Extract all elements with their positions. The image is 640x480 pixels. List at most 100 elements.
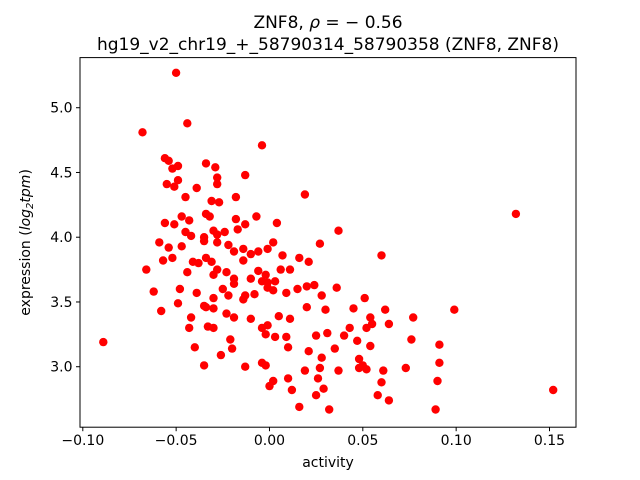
data-point: [366, 341, 375, 351]
data-point: [319, 384, 328, 393]
data-point: [321, 305, 330, 314]
plot-title: ZNF8, ρ = − 0.56: [253, 13, 402, 33]
data-point: [226, 335, 235, 344]
data-point: [334, 226, 343, 235]
x-axis-label: activity: [302, 455, 354, 471]
data-point: [315, 239, 325, 248]
data-point: [330, 344, 339, 353]
data-point: [409, 313, 418, 322]
data-point: [213, 179, 222, 189]
data-point: [300, 190, 310, 199]
data-point: [433, 376, 442, 386]
data-point: [241, 220, 250, 229]
x-tick-label: 0.05: [347, 433, 378, 449]
y-tick-label: 4.5: [50, 165, 72, 181]
data-point: [282, 332, 291, 342]
data-point: [185, 323, 194, 333]
x-tick-label: −0.10: [61, 433, 104, 449]
data-point: [317, 291, 326, 300]
data-point: [310, 280, 319, 290]
data-point: [252, 212, 261, 221]
data-point: [241, 362, 250, 371]
data-point: [263, 244, 272, 254]
data-point: [177, 212, 186, 221]
data-point: [276, 265, 285, 274]
data-point: [186, 231, 196, 241]
plot-title-rho-value: = − 0.56: [320, 13, 403, 33]
y-axis-label-word: tpm: [18, 175, 34, 203]
data-point: [317, 353, 326, 362]
data-point: [450, 305, 459, 314]
data-point: [295, 402, 304, 412]
data-point: [362, 365, 371, 374]
data-point: [214, 198, 224, 207]
data-point: [157, 306, 166, 316]
data-point: [278, 251, 287, 260]
data-point: [366, 313, 375, 322]
y-axis-label-log: log: [18, 209, 34, 230]
data-point: [313, 374, 323, 383]
data-point: [360, 293, 369, 303]
data-point: [177, 242, 186, 251]
data-point: [224, 240, 233, 250]
data-point: [261, 270, 270, 279]
data-point: [209, 293, 218, 303]
data-point: [272, 218, 282, 228]
data-point: [207, 257, 216, 266]
data-point: [209, 323, 218, 333]
y-axis-label-post: ): [18, 169, 34, 174]
y-axis-label: expression (log2tpm): [18, 169, 36, 316]
data-point: [362, 323, 371, 333]
data-point: [168, 253, 177, 263]
data-point: [302, 282, 311, 291]
data-point: [168, 164, 177, 173]
scatter-points: [99, 68, 558, 414]
data-point: [183, 119, 192, 128]
data-point: [199, 361, 209, 370]
data-point: [407, 335, 416, 344]
data-point: [354, 354, 364, 364]
data-point: [384, 396, 394, 405]
data-point: [332, 283, 341, 292]
data-point: [170, 220, 179, 229]
data-point: [209, 304, 218, 313]
data-point: [270, 332, 280, 342]
data-point: [213, 230, 222, 239]
data-point: [229, 279, 239, 288]
data-point: [213, 173, 222, 182]
data-point: [261, 361, 270, 370]
data-point: [231, 192, 241, 202]
data-point: [213, 238, 222, 247]
data-point: [209, 270, 218, 279]
data-point: [246, 249, 255, 259]
data-point: [211, 163, 220, 172]
x-tick-label: 0.15: [534, 433, 565, 449]
data-point: [263, 278, 272, 287]
data-point: [181, 192, 190, 202]
data-point: [194, 258, 203, 268]
data-point: [269, 286, 278, 295]
data-point: [142, 265, 151, 274]
data-point: [224, 291, 233, 300]
data-point: [379, 366, 388, 375]
data-point: [164, 243, 173, 252]
data-point: [216, 350, 226, 360]
plot-subtitle: hg19_v2_chr19_+_58790314_58790358 (ZNF8,…: [97, 35, 559, 55]
data-point: [384, 319, 394, 329]
data-point: [241, 170, 250, 180]
rho-symbol: ρ: [309, 13, 320, 33]
data-point: [199, 236, 209, 246]
data-point: [381, 305, 390, 314]
data-point: [511, 209, 521, 219]
data-point: [377, 378, 386, 387]
data-point: [304, 347, 313, 356]
data-point: [285, 314, 295, 323]
data-point: [334, 366, 343, 375]
data-point: [173, 176, 183, 185]
data-point: [282, 288, 291, 298]
plot-border: [79, 57, 577, 428]
data-point: [377, 251, 386, 260]
data-point: [205, 212, 214, 221]
